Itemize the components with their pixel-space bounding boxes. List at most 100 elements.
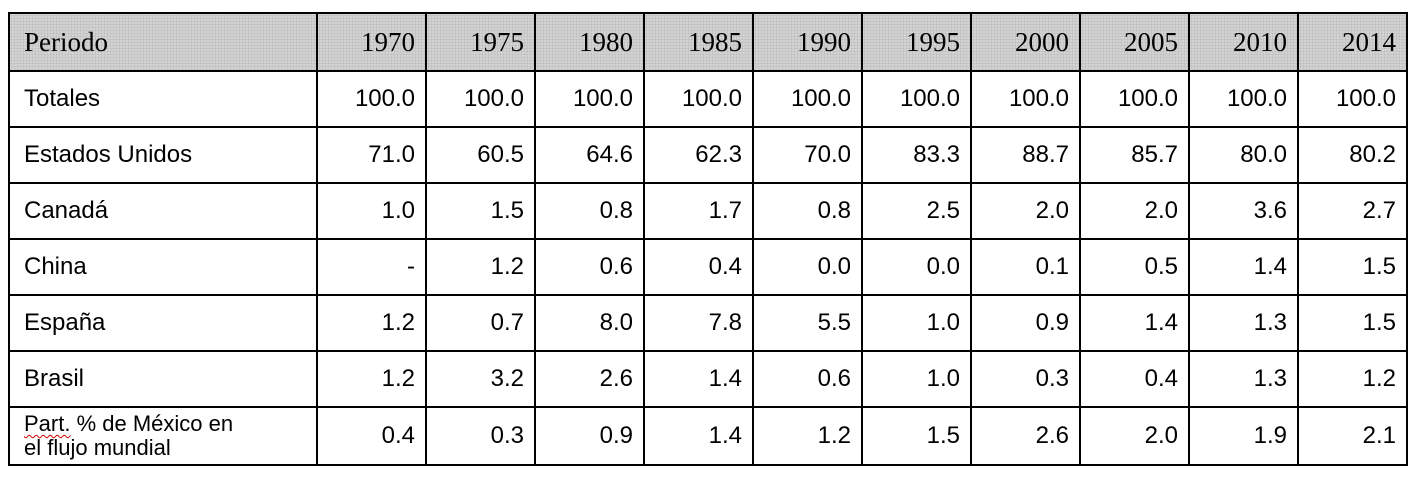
header-row: Periodo 1970 1975 1980 1985 1990 1995 20…: [8, 12, 1408, 72]
table-cell: 2.7: [1297, 182, 1408, 240]
table-cell: 0.1: [970, 238, 1081, 296]
table-cell: -: [316, 238, 427, 296]
table-cell: 100.0: [1297, 70, 1408, 128]
table-cell: 1.3: [1188, 350, 1299, 408]
table-row: Canadá 1.0 1.5 0.8 1.7 0.8 2.5 2.0 2.0 3.6 2.7: [8, 182, 1408, 240]
table-cell: 1.5: [861, 406, 972, 466]
table-cell: 1.2: [316, 294, 427, 352]
table-cell: 7.8: [643, 294, 754, 352]
table-cell: 1.5: [1297, 238, 1408, 296]
table-cell: 62.3: [643, 126, 754, 184]
row-label: Canadá: [8, 182, 318, 240]
table-cell: 1.7: [643, 182, 754, 240]
table-cell: 2.6: [534, 350, 645, 408]
table-cell: 80.2: [1297, 126, 1408, 184]
table-row: Totales 100.0 100.0 100.0 100.0 100.0 100.0 100…: [8, 70, 1408, 128]
header-cell-year: 1995: [861, 12, 972, 72]
table-cell: 1.5: [425, 182, 536, 240]
header-cell-year: 2014: [1297, 12, 1408, 72]
table-cell: 0.3: [970, 350, 1081, 408]
table-row-mexico-share: Part. % de México en el flujo mundial 0.4…: [8, 406, 1408, 466]
row-label: España: [8, 294, 318, 352]
table-cell: 1.3: [1188, 294, 1299, 352]
table-cell: 100.0: [643, 70, 754, 128]
table-cell: 100.0: [1188, 70, 1299, 128]
table-cell: 100.0: [1079, 70, 1190, 128]
table-cell: 0.6: [752, 350, 863, 408]
table-cell: 1.4: [1079, 294, 1190, 352]
table-cell: 0.0: [752, 238, 863, 296]
table-cell: 0.9: [970, 294, 1081, 352]
table-cell: 0.8: [534, 182, 645, 240]
table-cell: 2.6: [970, 406, 1081, 466]
table-cell: 70.0: [752, 126, 863, 184]
header-cell-year: 1985: [643, 12, 754, 72]
table-cell: 1.9: [1188, 406, 1299, 466]
header-cell-year: 2000: [970, 12, 1081, 72]
table-cell: 1.2: [425, 238, 536, 296]
table-cell: 1.4: [643, 406, 754, 466]
table-cell: 1.4: [1188, 238, 1299, 296]
header-cell-year: 2010: [1188, 12, 1299, 72]
table-cell: 83.3: [861, 126, 972, 184]
table-cell: 2.5: [861, 182, 972, 240]
table-cell: 1.2: [752, 406, 863, 466]
header-cell-year: 1990: [752, 12, 863, 72]
table-cell: 0.8: [752, 182, 863, 240]
header-cell-periodo: Periodo: [8, 12, 318, 72]
table-cell: 1.2: [1297, 350, 1408, 408]
table-cell: 1.0: [861, 350, 972, 408]
table-cell: 0.3: [425, 406, 536, 466]
table-cell: 2.0: [1079, 182, 1190, 240]
table-cell: 0.5: [1079, 238, 1190, 296]
table-cell: 0.6: [534, 238, 645, 296]
table-cell: 100.0: [534, 70, 645, 128]
table-cell: 100.0: [752, 70, 863, 128]
table-cell: 0.0: [861, 238, 972, 296]
table-cell: 100.0: [316, 70, 427, 128]
table-cell: 1.4: [643, 350, 754, 408]
table-row: Brasil 1.2 3.2 2.6 1.4 0.6 1.0 0.3 0.4 1.3 1.2: [8, 350, 1408, 408]
table-row: España 1.2 0.7 8.0 7.8 5.5 1.0 0.9 1.4 1.3 1.5: [8, 294, 1408, 352]
data-table: Periodo 1970 1975 1980 1985 1990 1995 20…: [8, 12, 1408, 466]
table-row: China -1.2 0.6 0.4 0.0 0.0 0.1 0.5 1.4 1.5: [8, 238, 1408, 296]
row-label: China: [8, 238, 318, 296]
table-cell: 0.9: [534, 406, 645, 466]
table-cell: 100.0: [425, 70, 536, 128]
table-cell: 1.5: [1297, 294, 1408, 352]
table-cell: 1.0: [316, 182, 427, 240]
table-cell: 2.0: [1079, 406, 1190, 466]
table-cell: 3.6: [1188, 182, 1299, 240]
row-label-part2: % de México en: [70, 411, 234, 436]
row-label-part1: Part.: [24, 411, 71, 436]
row-label: Totales: [8, 70, 318, 128]
table-cell: 64.6: [534, 126, 645, 184]
table-cell: 3.2: [425, 350, 536, 408]
table-cell: 100.0: [861, 70, 972, 128]
header-cell-year: 1975: [425, 12, 536, 72]
table-cell: 80.0: [1188, 126, 1299, 184]
table-cell: 8.0: [534, 294, 645, 352]
table-cell: 88.7: [970, 126, 1081, 184]
table-cell: 100.0: [970, 70, 1081, 128]
row-label-part3: el flujo mundial: [24, 435, 171, 460]
header-cell-year: 2005: [1079, 12, 1190, 72]
row-label: Brasil: [8, 350, 318, 408]
table-cell: 60.5: [425, 126, 536, 184]
table-cell: 0.4: [1079, 350, 1190, 408]
table-cell: 1.0: [861, 294, 972, 352]
table-cell: 0.7: [425, 294, 536, 352]
table-cell: 2.1: [1297, 406, 1408, 466]
table-cell: 71.0: [316, 126, 427, 184]
row-label-mexico-share: Part. % de México en el flujo mundial: [8, 406, 318, 466]
table-row: Estados Unidos 71.0 60.5 64.6 62.3 70.0 83.3 88…: [8, 126, 1408, 184]
table-cell: 5.5: [752, 294, 863, 352]
header-cell-year: 1970: [316, 12, 427, 72]
table-cell: 0.4: [643, 238, 754, 296]
data-table-container: Periodo 1970 1975 1980 1985 1990 1995 20…: [8, 12, 1408, 466]
table-cell: 0.4: [316, 406, 427, 466]
table-cell: 2.0: [970, 182, 1081, 240]
row-label: Estados Unidos: [8, 126, 318, 184]
table-cell: 85.7: [1079, 126, 1190, 184]
header-cell-year: 1980: [534, 12, 645, 72]
